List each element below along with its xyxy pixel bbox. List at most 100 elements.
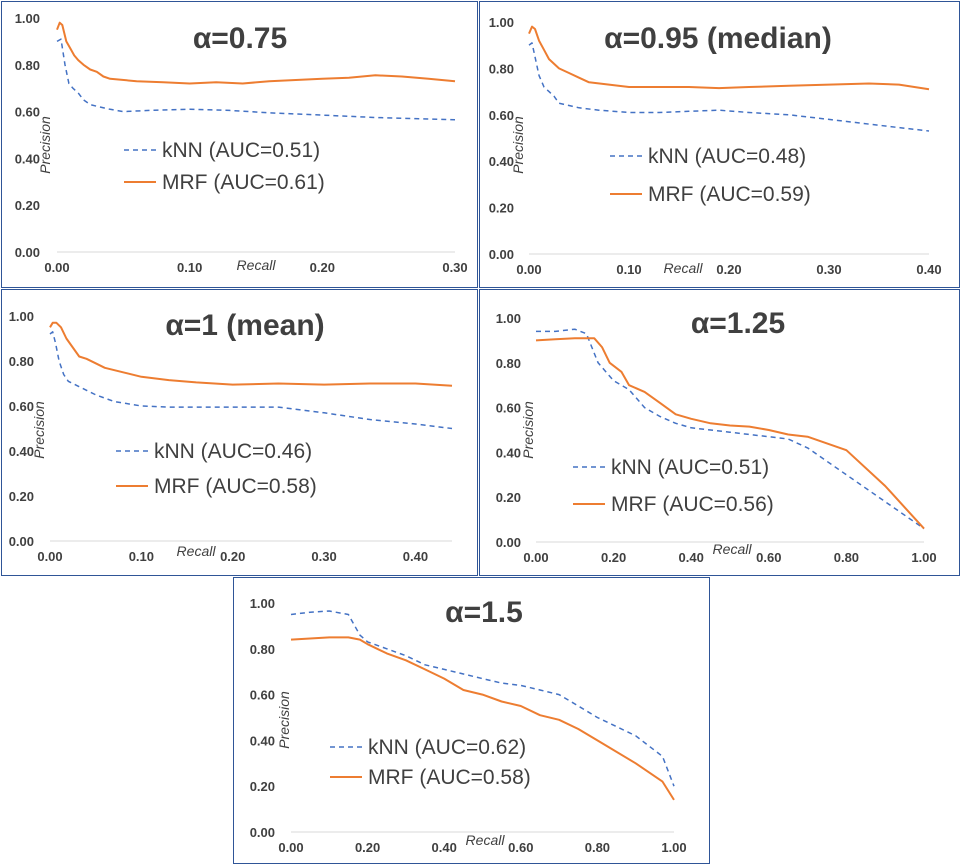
x-axis-label: Recall [713,541,753,557]
legend-label-knn: kNN (AUC=0.62) [368,736,526,759]
x-axis-label: Recall [237,257,277,273]
x-tick-label: 0.30 [442,260,467,275]
x-tick-label: 0.80 [585,840,610,855]
series-line-knn [56,38,456,121]
x-tick-label: 0.80 [834,550,859,565]
y-tick-label: 1.00 [489,15,514,30]
y-axis-label: Precision [276,691,292,749]
y-tick-label: 0.40 [9,444,34,459]
x-tick-label: 0.10 [129,549,154,564]
x-tick-label: 0.60 [756,550,781,565]
x-tick-label: 0.30 [816,262,841,277]
y-axis-label: Precision [31,401,47,459]
x-tick-label: 0.60 [508,840,533,855]
series-line-mrf [535,337,925,530]
panel-border [479,1,960,288]
y-tick-label: 0.20 [15,198,40,213]
y-tick-label: 0.40 [496,445,521,460]
y-axis-label: Precision [510,116,526,174]
y-tick-label: 0.60 [15,105,40,120]
y-tick-label: 0.40 [15,151,40,166]
legend-label-mrf: MRF (AUC=0.61) [162,171,325,194]
chart-panel-2: 0.00 0.20 0.40 0.60 0.80 1.00 0.00 0.10 0.20 0.30… [479,1,960,288]
chart-panel-1: 0.00 0.20 0.40 0.60 0.80 1.00 0.00 0.10 0.20 0.30… [1,1,478,288]
panel-border [1,289,478,576]
y-tick-label: 1.00 [15,11,40,26]
y-tick-label: 0.60 [9,399,34,414]
y-tick-label: 0.20 [496,490,521,505]
series-line-knn [49,331,453,430]
y-tick-label: 0.00 [496,535,521,550]
x-tick-label: 0.20 [601,550,626,565]
x-tick-label: 0.00 [44,260,69,275]
y-tick-label: 1.00 [9,309,34,324]
x-tick-label: 0.20 [310,260,335,275]
y-tick-label: 0.20 [489,201,514,216]
y-tick-label: 0.60 [489,108,514,123]
series-line-mrf [49,321,453,387]
y-tick-label: 0.00 [250,825,275,840]
chart-panel-4: 0.00 0.20 0.40 0.60 0.80 1.00 0.00 0.20 0.40 0.60… [479,289,960,576]
y-tick-label: 0.80 [250,642,275,657]
y-tick-label: 0.80 [496,356,521,371]
y-tick-label: 1.00 [496,311,521,326]
legend-label-mrf: MRF (AUC=0.59) [648,183,811,206]
series-line-knn [290,610,675,787]
chart-title: α=1.25 [691,307,785,340]
x-tick-label: 0.00 [523,550,548,565]
x-tick-label: 1.00 [661,840,686,855]
y-tick-label: 0.80 [489,61,514,76]
panel-border [233,577,710,864]
panel-border [1,1,478,288]
y-tick-label: 0.20 [9,489,34,504]
x-tick-label: 0.00 [516,262,541,277]
legend-label-knn: kNN (AUC=0.51) [162,139,320,162]
x-tick-label: 0.40 [679,550,704,565]
chart-title: α=1 (mean) [165,309,324,342]
x-axis-label: Recall [466,832,506,848]
legend-label-knn: kNN (AUC=0.46) [154,440,312,463]
y-axis-label: Precision [37,116,53,174]
x-tick-label: 0.10 [616,262,641,277]
chart-title: α=0.75 [193,22,287,55]
panel-border [479,289,960,576]
legend-label-mrf: MRF (AUC=0.56) [611,493,774,516]
x-tick-label: 0.20 [355,840,380,855]
y-tick-label: 0.40 [250,733,275,748]
y-tick-label: 0.00 [489,247,514,262]
x-tick-label: 0.40 [432,840,457,855]
y-tick-label: 0.00 [9,534,34,549]
chart-title: α=1.5 [445,596,523,629]
legend-label-knn: kNN (AUC=0.48) [648,145,806,168]
x-tick-label: 0.30 [311,549,336,564]
x-axis-label: Recall [664,260,704,276]
y-tick-label: 0.40 [489,154,514,169]
legend-label-mrf: MRF (AUC=0.58) [368,766,531,789]
x-tick-label: 0.10 [177,260,202,275]
y-tick-label: 0.60 [496,401,521,416]
series-line-mrf [56,21,456,85]
y-tick-label: 0.00 [15,245,40,260]
x-tick-label: 0.40 [403,549,428,564]
y-tick-label: 0.60 [250,688,275,703]
chart-title: α=0.95 (median) [604,22,832,55]
chart-panel-5: 0.00 0.20 0.40 0.60 0.80 1.00 0.00 0.20 0.40 0.60… [233,577,710,864]
x-tick-label: 1.00 [911,550,936,565]
series-line-mrf [528,25,930,91]
x-axis-label: Recall [177,543,217,559]
chart-panel-3: 0.00 0.20 0.40 0.60 0.80 1.00 0.00 0.10 0.20 0.30… [1,289,478,576]
x-tick-label: 0.20 [220,549,245,564]
x-tick-label: 0.00 [278,840,303,855]
series-line-knn [528,42,930,132]
legend-label-knn: kNN (AUC=0.51) [611,456,769,479]
x-tick-label: 0.00 [37,549,62,564]
series-line-mrf [290,636,675,801]
x-tick-label: 0.20 [716,262,741,277]
legend-label-mrf: MRF (AUC=0.58) [154,475,317,498]
x-tick-label: 0.40 [916,262,941,277]
y-tick-label: 1.00 [250,596,275,611]
y-tick-label: 0.20 [250,779,275,794]
y-tick-label: 0.80 [9,354,34,369]
y-axis-label: Precision [520,401,536,459]
